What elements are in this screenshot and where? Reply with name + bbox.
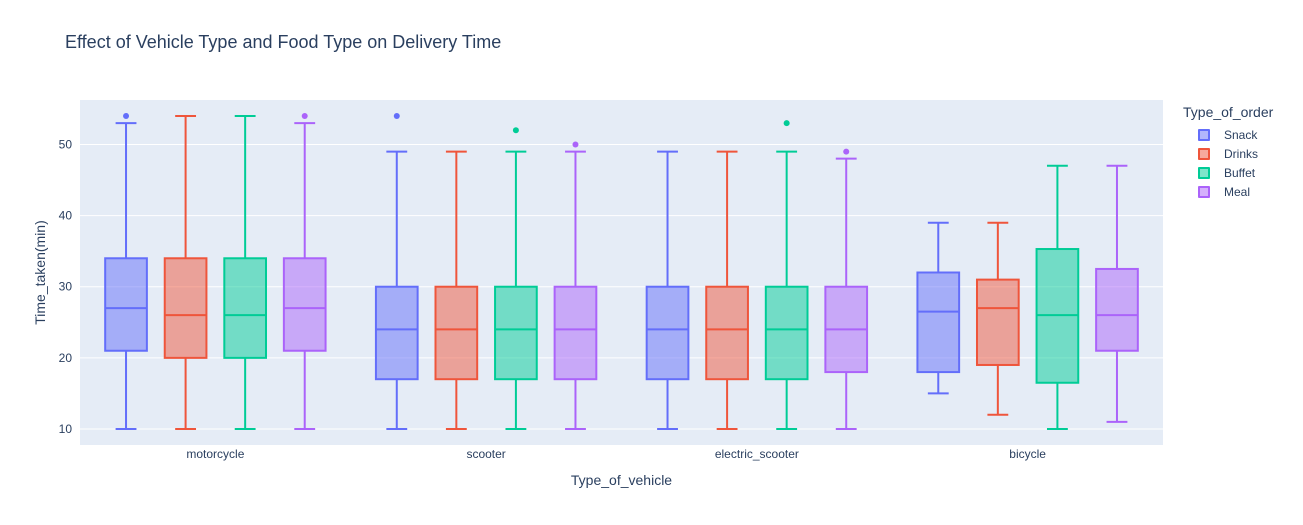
x-tick-label: scooter xyxy=(466,447,505,461)
x-tick-label: electric_scooter xyxy=(715,447,799,461)
legend: Type_of_order Snack Drinks Buffet Meal xyxy=(1183,104,1273,201)
legend-swatch xyxy=(1198,128,1210,141)
box-drinks[interactable] xyxy=(975,278,1020,366)
y-tick-label: 20 xyxy=(59,351,73,365)
x-axis-title: Type_of_vehicle xyxy=(571,472,672,488)
y-tick-label: 40 xyxy=(59,209,73,223)
outlier-point[interactable] xyxy=(301,113,308,120)
y-tick-label: 50 xyxy=(59,137,73,151)
legend-item-snack[interactable]: Snack xyxy=(1183,125,1273,144)
y-axis-title: Time_taken(min) xyxy=(32,220,48,325)
outlier-point[interactable] xyxy=(123,113,130,120)
legend-title: Type_of_order xyxy=(1183,104,1274,120)
legend-label: Meal xyxy=(1224,184,1251,199)
legend-label: Snack xyxy=(1224,127,1258,142)
x-tick-label: bicycle xyxy=(1009,447,1046,461)
box-snack[interactable] xyxy=(374,285,419,381)
box-buffet[interactable] xyxy=(764,285,809,381)
outlier-point[interactable] xyxy=(512,127,519,134)
chart-title: Effect of Vehicle Type and Food Type on … xyxy=(65,32,502,52)
legend-label: Buffet xyxy=(1224,165,1256,180)
legend-item-drinks[interactable]: Drinks xyxy=(1183,144,1273,163)
box-drinks[interactable] xyxy=(163,257,208,359)
legend-swatch xyxy=(1198,166,1210,179)
legend-item-meal[interactable]: Meal xyxy=(1183,182,1273,201)
box-snack[interactable] xyxy=(104,257,148,352)
x-tick-label: motorcycle xyxy=(186,447,244,461)
box-buffet[interactable] xyxy=(494,285,538,381)
box-meal[interactable] xyxy=(282,257,327,352)
outlier-point[interactable] xyxy=(393,113,400,120)
legend-items: Snack Drinks Buffet Meal xyxy=(1183,125,1273,201)
box-meal[interactable] xyxy=(553,285,598,381)
outlier-point[interactable] xyxy=(572,141,579,148)
legend-label: Drinks xyxy=(1224,146,1259,161)
outlier-point[interactable] xyxy=(843,148,850,155)
legend-swatch xyxy=(1198,185,1210,198)
box-snack[interactable] xyxy=(645,285,690,381)
box-meal[interactable] xyxy=(1095,267,1139,352)
box-drinks[interactable] xyxy=(434,285,479,381)
box-snack[interactable] xyxy=(916,271,961,374)
y-tick-label: 30 xyxy=(59,280,73,294)
box-drinks[interactable] xyxy=(705,285,749,381)
y-tick-label: 10 xyxy=(59,422,73,436)
outlier-point[interactable] xyxy=(783,120,790,127)
legend-item-buffet[interactable]: Buffet xyxy=(1183,163,1273,182)
legend-swatch xyxy=(1198,147,1210,160)
box-buffet[interactable] xyxy=(223,257,268,359)
